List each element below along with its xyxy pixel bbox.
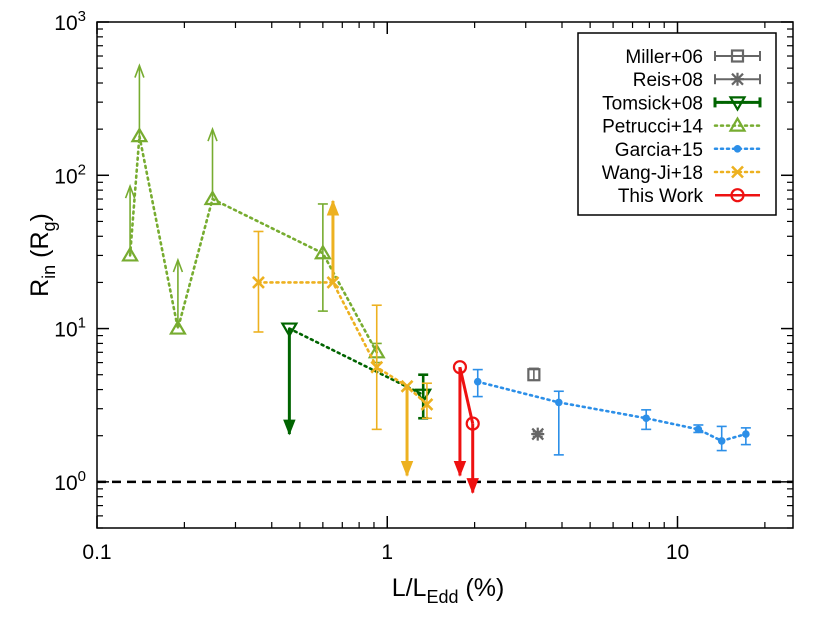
series-wang-ji-18 xyxy=(252,199,434,477)
arrow-head xyxy=(207,126,218,142)
legend-marker xyxy=(733,145,742,153)
x-tick-label: 10 xyxy=(666,541,689,564)
legend-item-petrucci-14: Petrucci+14 xyxy=(602,116,762,138)
axis-ticks: 0.1 1 10 100 101 102 103 xyxy=(54,8,793,564)
legend-item-reis-08: Reis+08 xyxy=(633,70,761,91)
data-point xyxy=(465,416,480,431)
legend-label: Petrucci+14 xyxy=(602,117,703,138)
limit-arrow xyxy=(453,367,467,477)
data-point xyxy=(473,377,482,386)
series-layer xyxy=(121,63,751,495)
legend-item-miller-06: Miller+06 xyxy=(625,47,761,68)
data-point xyxy=(280,322,299,338)
data-point xyxy=(555,398,563,407)
data-point xyxy=(130,126,149,143)
y-tick-label: 103 xyxy=(54,8,86,35)
arrow-head xyxy=(134,63,145,78)
data-point xyxy=(203,189,222,206)
limit-arrow xyxy=(326,199,340,283)
legend-marker xyxy=(728,96,747,112)
arrow-head xyxy=(400,461,414,477)
limit-arrow xyxy=(124,183,136,256)
data-point xyxy=(642,414,650,423)
series-petrucci-14 xyxy=(121,63,386,364)
legend-marker xyxy=(730,188,745,203)
data-point xyxy=(742,430,750,438)
arrow-head xyxy=(283,419,296,436)
data-point xyxy=(326,276,340,289)
arrow-head xyxy=(453,461,467,477)
legend-label: Tomsick+08 xyxy=(602,93,703,114)
data-point xyxy=(370,360,384,374)
y-tick-label: 100 xyxy=(54,468,86,495)
data-point xyxy=(531,427,545,441)
arrow-head xyxy=(124,183,136,199)
limit-arrow xyxy=(134,63,145,137)
limit-arrow xyxy=(172,257,184,329)
legend-marker xyxy=(731,72,744,86)
series-line xyxy=(288,327,425,397)
data-point xyxy=(694,425,703,434)
arrow-head xyxy=(466,478,479,495)
limit-arrow xyxy=(283,328,296,436)
legend-marker xyxy=(728,116,747,132)
y-tick-label: 101 xyxy=(54,315,86,342)
data-point xyxy=(252,276,265,289)
series-this-work xyxy=(452,360,480,495)
legend-marker xyxy=(730,49,745,63)
data-point xyxy=(313,244,332,260)
limit-arrow xyxy=(466,423,479,495)
series-line xyxy=(458,366,475,424)
arrow-head xyxy=(172,257,184,273)
data-point xyxy=(420,398,434,411)
data-point xyxy=(121,246,139,262)
error-bar xyxy=(421,382,432,420)
series-line xyxy=(257,281,429,406)
legend-item-this-work: This Work xyxy=(618,186,760,207)
legend-marker xyxy=(731,165,744,179)
data-point xyxy=(400,379,414,393)
y-tick-label: 102 xyxy=(54,161,86,188)
legend-label: Reis+08 xyxy=(633,70,703,91)
legend-label: Garcia+15 xyxy=(615,140,703,161)
legend-label: This Work xyxy=(618,186,704,207)
x-tick-label: 1 xyxy=(381,541,393,564)
series-reis-08 xyxy=(531,427,545,441)
legend-item-tomsick-08: Tomsick+08 xyxy=(602,93,762,114)
y-axis-label: Rin (Rg) xyxy=(26,213,59,297)
limit-arrow xyxy=(400,386,414,477)
series-line xyxy=(128,135,379,354)
legend-box xyxy=(577,32,777,216)
series-miller-06 xyxy=(527,367,541,382)
data-point xyxy=(527,368,541,382)
legend-item-garcia-15: Garcia+15 xyxy=(615,140,762,161)
legend-item-wang-ji-18: Wang-Ji+18 xyxy=(602,163,762,184)
legend-label: Wang-Ji+18 xyxy=(602,163,703,184)
legend-label: Miller+06 xyxy=(625,47,703,68)
series-garcia-15 xyxy=(472,368,751,456)
series-line xyxy=(476,380,748,443)
data-point xyxy=(168,319,187,335)
x-tick-label: 0.1 xyxy=(82,541,111,564)
plot-frame xyxy=(96,21,794,529)
data-point xyxy=(452,360,468,375)
x-axis-label: L/LEdd (%) xyxy=(392,574,505,607)
arrow-head xyxy=(326,199,340,216)
limit-arrow xyxy=(207,126,218,200)
data-point xyxy=(717,437,726,445)
